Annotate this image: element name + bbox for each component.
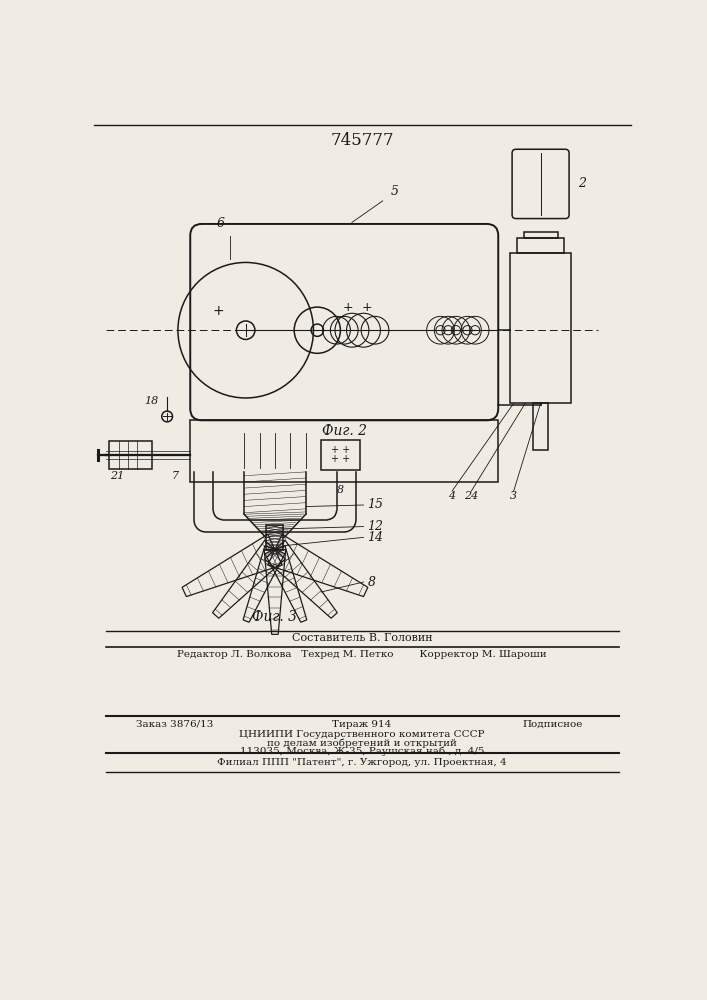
Text: 14: 14	[368, 531, 383, 544]
Text: Фиг. 3: Фиг. 3	[252, 610, 298, 624]
Bar	[518, 238, 563, 253]
Text: + +: + +	[331, 454, 350, 464]
Text: 12: 12	[368, 520, 383, 533]
Bar	[510, 253, 571, 403]
Text: +: +	[343, 301, 354, 314]
Bar	[190, 420, 498, 482]
Text: + +: + +	[331, 445, 350, 455]
Text: 15: 15	[368, 498, 383, 512]
Text: 113035, Москва, Ж-35, Раушская наб., д. 4/5: 113035, Москва, Ж-35, Раушская наб., д. …	[240, 747, 484, 756]
Text: +: +	[362, 301, 373, 314]
Text: ЦНИИПИ Государственного комитета СССР: ЦНИИПИ Государственного комитета СССР	[239, 730, 485, 739]
Text: 5: 5	[390, 185, 398, 198]
Text: 8: 8	[368, 576, 375, 588]
Text: по делам изобретений и открытий: по делам изобретений и открытий	[267, 738, 457, 748]
Bar	[524, 232, 558, 238]
Text: 4: 4	[448, 491, 455, 501]
Text: 3: 3	[510, 491, 518, 501]
Text: Составитель В. Головин: Составитель В. Головин	[292, 633, 432, 643]
Text: Тираж 914: Тираж 914	[332, 720, 392, 729]
Text: +: +	[213, 304, 225, 318]
Bar	[267, 525, 284, 550]
Bar	[321, 440, 360, 470]
Text: 6: 6	[217, 217, 225, 230]
Text: 18: 18	[145, 396, 159, 406]
Text: 24: 24	[464, 491, 479, 501]
Bar	[110, 441, 152, 469]
Text: Фиг. 2: Фиг. 2	[322, 424, 367, 438]
Text: Заказ 3876/13: Заказ 3876/13	[136, 720, 214, 729]
Text: Редактор Л. Волкова   Техред М. Петко        Корректор М. Шароши: Редактор Л. Волкова Техред М. Петко Корр…	[177, 650, 547, 659]
Text: 21: 21	[110, 471, 124, 481]
Text: 7: 7	[171, 471, 178, 481]
Text: 2: 2	[578, 177, 585, 190]
Text: Подписное: Подписное	[522, 720, 583, 729]
Text: 745777: 745777	[330, 132, 394, 149]
Bar	[533, 403, 549, 450]
Text: Филиал ППП "Патент", г. Ужгород, ул. Проектная, 4: Филиал ППП "Патент", г. Ужгород, ул. Про…	[217, 758, 507, 767]
Text: 8: 8	[337, 485, 344, 495]
